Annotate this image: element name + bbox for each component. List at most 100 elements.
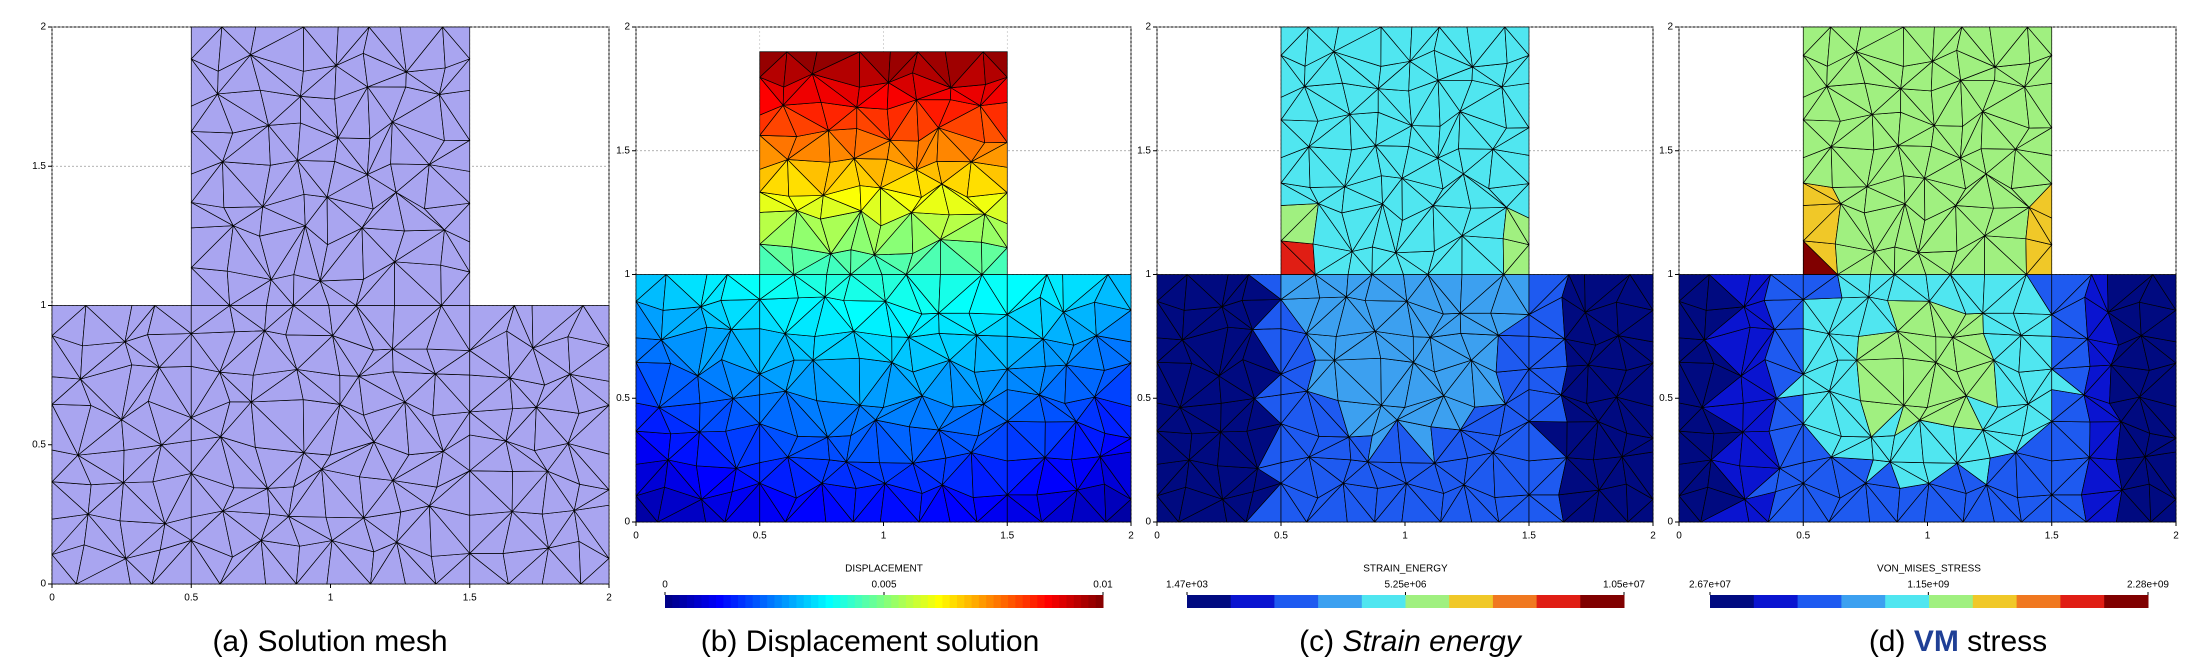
colorbar-swatch	[1580, 595, 1625, 608]
mesh-element	[812, 51, 860, 75]
y-tick-label: 1.5	[616, 145, 630, 156]
mesh-element	[759, 51, 788, 78]
mesh-element	[1528, 274, 1570, 315]
colorbar-swatch	[803, 595, 812, 608]
colorbar-label: VON_MISES_STRESS	[1877, 564, 1981, 575]
colorbar-swatch	[716, 595, 724, 608]
colorbar-swatch	[891, 595, 900, 608]
panel: 0 0.5 1 1.5 2 0 0.5 1 1.5 2 VON_MISES_STRESS 2.67e+…	[1659, 22, 2179, 658]
mesh-element	[1156, 274, 1188, 302]
mesh-element	[1802, 26, 1831, 56]
colorbar-swatch	[1000, 595, 1009, 608]
colorbar-swatch	[818, 595, 827, 608]
y-tick-label: 1	[624, 269, 630, 280]
colorbar-swatch	[840, 595, 848, 608]
panel: 0 0.5 1 1.5 2 0 0.5 1 1.5 2 (a) Solution mesh	[32, 22, 612, 658]
colorbar-swatch	[774, 595, 783, 608]
panel: 0 0.5 1 1.5 2 0 0.5 1 1.5 2 DISPLACEMENT 0 0.005 0.01…	[616, 22, 1134, 658]
colorbar-tick-label: 1.15e+09	[1907, 580, 1949, 591]
mesh-element	[124, 305, 156, 343]
colorbar-swatch	[913, 595, 921, 608]
colorbar-tick-label: 2.28e+09	[2127, 580, 2169, 591]
mesh-element	[1062, 274, 1109, 313]
colorbar-swatch	[1088, 595, 1097, 608]
mesh-element	[399, 26, 443, 73]
y-tick-label: 0.5	[32, 439, 46, 450]
colorbar-swatch	[767, 595, 775, 608]
colorbar-swatch	[2060, 595, 2105, 608]
mesh	[1156, 26, 1654, 523]
mesh-element	[1333, 26, 1382, 53]
caption-label: (c)	[1299, 625, 1334, 658]
colorbar-swatch	[1030, 595, 1038, 608]
x-tick-label: 1	[1402, 531, 1408, 542]
caption: (a) Solution mesh	[212, 625, 447, 658]
y-tick-label: 0	[1667, 517, 1673, 528]
x-tick-label: 2	[606, 593, 612, 604]
colorbar-swatch	[738, 595, 746, 608]
mesh-element	[2152, 274, 2177, 311]
colorbar-label: STRAIN_ENERGY	[1363, 564, 1448, 575]
colorbar-swatch	[745, 595, 754, 608]
mesh-element	[582, 305, 610, 347]
colorbar-swatch	[1073, 595, 1082, 608]
colorbar-swatch	[679, 595, 688, 608]
y-tick-label: 2	[1667, 22, 1673, 33]
colorbar-swatch	[978, 595, 987, 608]
mesh-element	[1584, 274, 1631, 313]
colorbar-swatch	[993, 595, 1002, 608]
mesh-element	[531, 305, 584, 349]
y-tick-label: 0.5	[1659, 393, 1673, 404]
mesh	[635, 51, 1132, 523]
caption-text: Solution mesh	[257, 625, 447, 658]
mesh-element	[1280, 26, 1309, 56]
x-tick-label: 1.5	[1000, 531, 1014, 542]
colorbar-swatch	[723, 595, 732, 608]
colorbar-swatch	[1274, 595, 1319, 608]
x-tick-label: 0.5	[184, 593, 198, 604]
colorbar-swatch	[986, 595, 994, 608]
colorbar-swatch	[971, 595, 980, 608]
colorbar-tick-label: 1.05e+07	[1603, 580, 1645, 591]
colorbar-swatch	[949, 595, 958, 608]
panel: 0 0.5 1 1.5 2 0 0.5 1 1.5 2 STRAIN_ENERGY 1.47e+03 5…	[1137, 22, 1656, 658]
colorbar-swatch	[1095, 595, 1104, 608]
mesh-element	[982, 51, 1008, 78]
mesh-element	[2107, 274, 2154, 313]
colorbar-swatch	[1797, 595, 1842, 608]
mesh-element	[1855, 26, 1904, 53]
caption: (c) Strain energy	[1299, 625, 1523, 658]
colorbar-swatch	[665, 595, 673, 608]
colorbar-swatch	[942, 595, 951, 608]
colorbar-swatch	[1318, 595, 1363, 608]
y-tick-label: 0.5	[1137, 393, 1151, 404]
colorbar-swatch	[862, 595, 870, 608]
mesh-element	[190, 26, 223, 60]
colorbar-swatch	[1044, 595, 1053, 608]
mesh-element	[51, 305, 87, 337]
x-tick-label: 0.5	[1274, 531, 1288, 542]
mesh-element	[442, 26, 471, 60]
mesh-element	[1932, 26, 1963, 62]
colorbar-swatch	[1710, 595, 1755, 608]
x-tick-label: 1	[328, 593, 334, 604]
mesh-element	[1466, 26, 1506, 68]
colorbar-swatch	[1885, 595, 1930, 608]
colorbar-swatch	[927, 595, 936, 608]
colorbar-swatch	[920, 595, 929, 608]
colorbar-swatch	[1230, 595, 1275, 608]
x-tick-label: 1.5	[1522, 531, 1536, 542]
colorbar-swatch	[708, 595, 717, 608]
colorbar-swatch	[1841, 595, 1886, 608]
colorbar-swatch	[811, 595, 819, 608]
mesh-element	[1743, 274, 1772, 308]
y-tick-label: 1	[1667, 269, 1673, 280]
colorbar-swatch	[686, 595, 695, 608]
colorbar-swatch	[1051, 595, 1060, 608]
colorbar-tick-label: 0.005	[871, 580, 896, 591]
colorbar-swatch	[847, 595, 856, 608]
x-tick-label: 2	[1128, 531, 1134, 542]
mesh-element	[1629, 274, 1654, 311]
colorbar-swatch	[796, 595, 805, 608]
